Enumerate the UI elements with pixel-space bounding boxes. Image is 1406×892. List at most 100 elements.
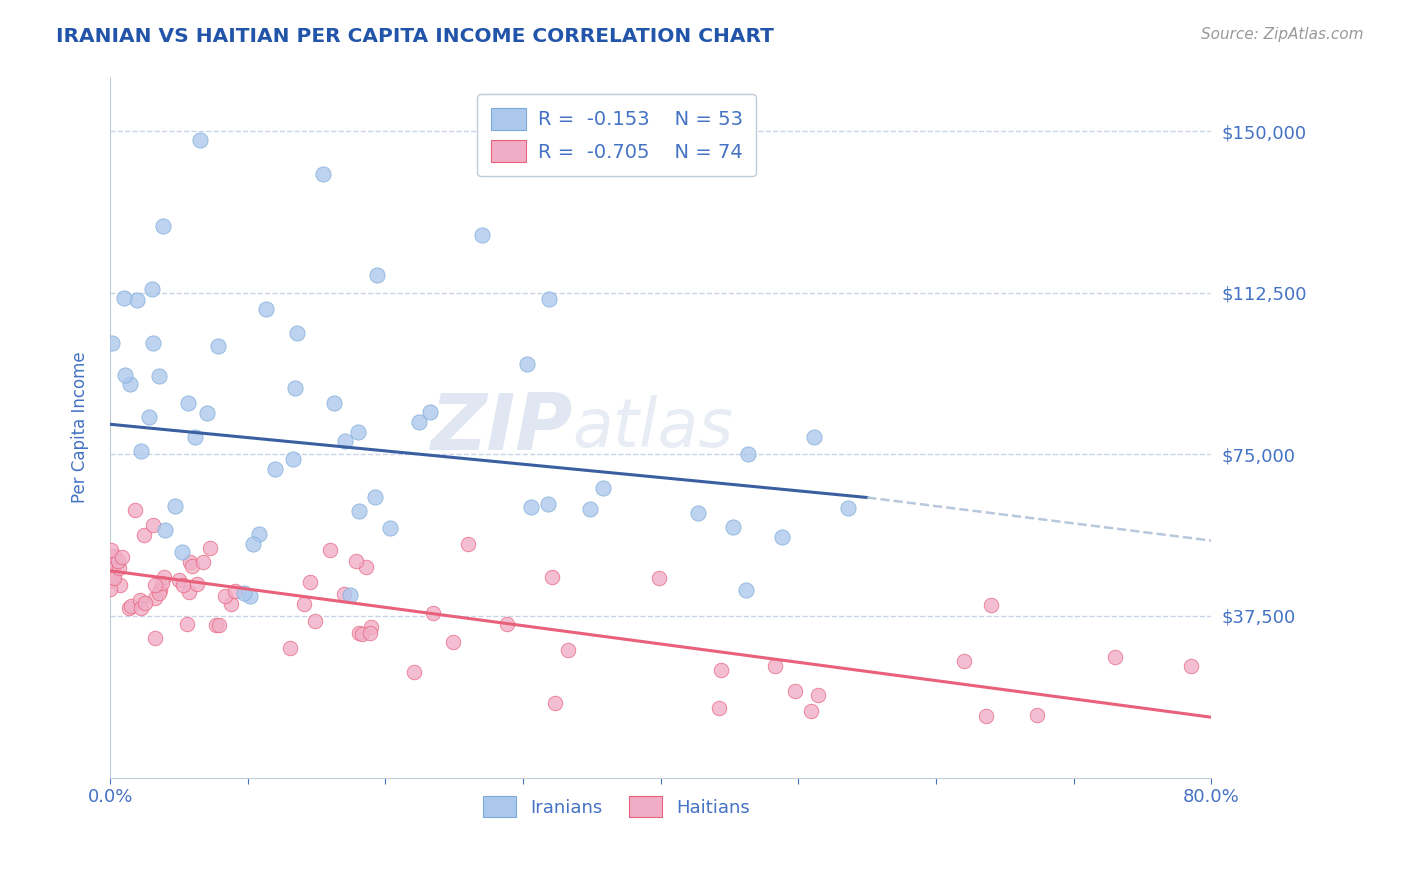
Point	[242, 536, 264, 550]
Point	[143, 591, 166, 605]
Point	[181, 558, 204, 573]
Point	[707, 701, 730, 715]
Point	[364, 491, 387, 505]
Point	[592, 481, 614, 495]
Point	[198, 541, 221, 556]
Point	[800, 704, 823, 718]
Point	[134, 528, 156, 542]
Point	[1026, 707, 1049, 722]
Point	[148, 583, 170, 598]
Point	[129, 443, 152, 458]
Point	[167, 573, 190, 587]
Text: Source: ZipAtlas.com: Source: ZipAtlas.com	[1201, 27, 1364, 42]
Point	[176, 616, 198, 631]
Point	[579, 502, 602, 516]
Point	[519, 500, 541, 515]
Point	[322, 396, 344, 410]
Point	[186, 577, 208, 591]
Point	[278, 641, 301, 656]
Point	[195, 406, 218, 420]
Point	[233, 585, 256, 599]
Point	[404, 665, 426, 679]
Point	[176, 396, 198, 410]
Point	[177, 585, 200, 599]
Point	[347, 504, 370, 518]
Point	[108, 577, 131, 591]
Point	[264, 462, 287, 476]
Point	[191, 555, 214, 569]
Text: IRANIAN VS HAITIAN PER CAPITA INCOME CORRELATION CHART: IRANIAN VS HAITIAN PER CAPITA INCOME COR…	[56, 27, 775, 45]
Point	[540, 570, 562, 584]
Point	[148, 586, 170, 600]
Point	[339, 588, 361, 602]
Point	[103, 558, 125, 572]
Point	[98, 582, 121, 596]
Point	[239, 589, 262, 603]
Point	[349, 626, 371, 640]
Point	[152, 219, 174, 234]
Point	[148, 369, 170, 384]
Point	[537, 497, 560, 511]
Point	[254, 302, 277, 317]
Point	[299, 575, 322, 590]
Point	[419, 405, 441, 419]
Point	[101, 570, 124, 584]
Text: ZIP: ZIP	[430, 390, 572, 466]
Point	[285, 326, 308, 340]
Point	[980, 599, 1002, 613]
Point	[457, 536, 479, 550]
Point	[710, 664, 733, 678]
Point	[1180, 658, 1202, 673]
Point	[103, 549, 125, 564]
Point	[538, 292, 561, 306]
Point	[1104, 649, 1126, 664]
Point	[118, 600, 141, 615]
Legend: Iranians, Haitians: Iranians, Haitians	[477, 789, 758, 824]
Point	[207, 339, 229, 353]
Point	[224, 584, 246, 599]
Point	[544, 697, 567, 711]
Point	[172, 578, 194, 592]
Point	[141, 282, 163, 296]
Point	[205, 617, 228, 632]
Point	[557, 643, 579, 657]
Point	[803, 430, 825, 444]
Point	[170, 545, 193, 559]
Point	[107, 554, 129, 568]
Point	[142, 517, 165, 532]
Point	[134, 596, 156, 610]
Point	[125, 293, 148, 307]
Point	[347, 425, 370, 439]
Point	[344, 554, 367, 568]
Point	[219, 597, 242, 611]
Y-axis label: Per Capita Income: Per Capita Income	[72, 351, 89, 503]
Point	[378, 521, 401, 535]
Point	[108, 561, 131, 575]
Point	[124, 503, 146, 517]
Point	[153, 523, 176, 537]
Point	[974, 709, 997, 723]
Point	[806, 688, 828, 702]
Point	[686, 506, 709, 520]
Point	[208, 618, 231, 632]
Point	[143, 578, 166, 592]
Point	[292, 597, 315, 611]
Point	[153, 570, 176, 584]
Text: atlas: atlas	[572, 394, 734, 460]
Point	[184, 429, 207, 443]
Point	[188, 133, 211, 147]
Point	[163, 500, 186, 514]
Point	[441, 635, 464, 649]
Point	[770, 530, 793, 544]
Point	[120, 599, 142, 613]
Point	[785, 683, 807, 698]
Point	[422, 607, 444, 621]
Point	[737, 447, 759, 461]
Point	[953, 654, 976, 668]
Point	[333, 587, 356, 601]
Point	[111, 549, 134, 564]
Point	[721, 519, 744, 533]
Point	[359, 626, 381, 640]
Point	[128, 592, 150, 607]
Point	[114, 368, 136, 383]
